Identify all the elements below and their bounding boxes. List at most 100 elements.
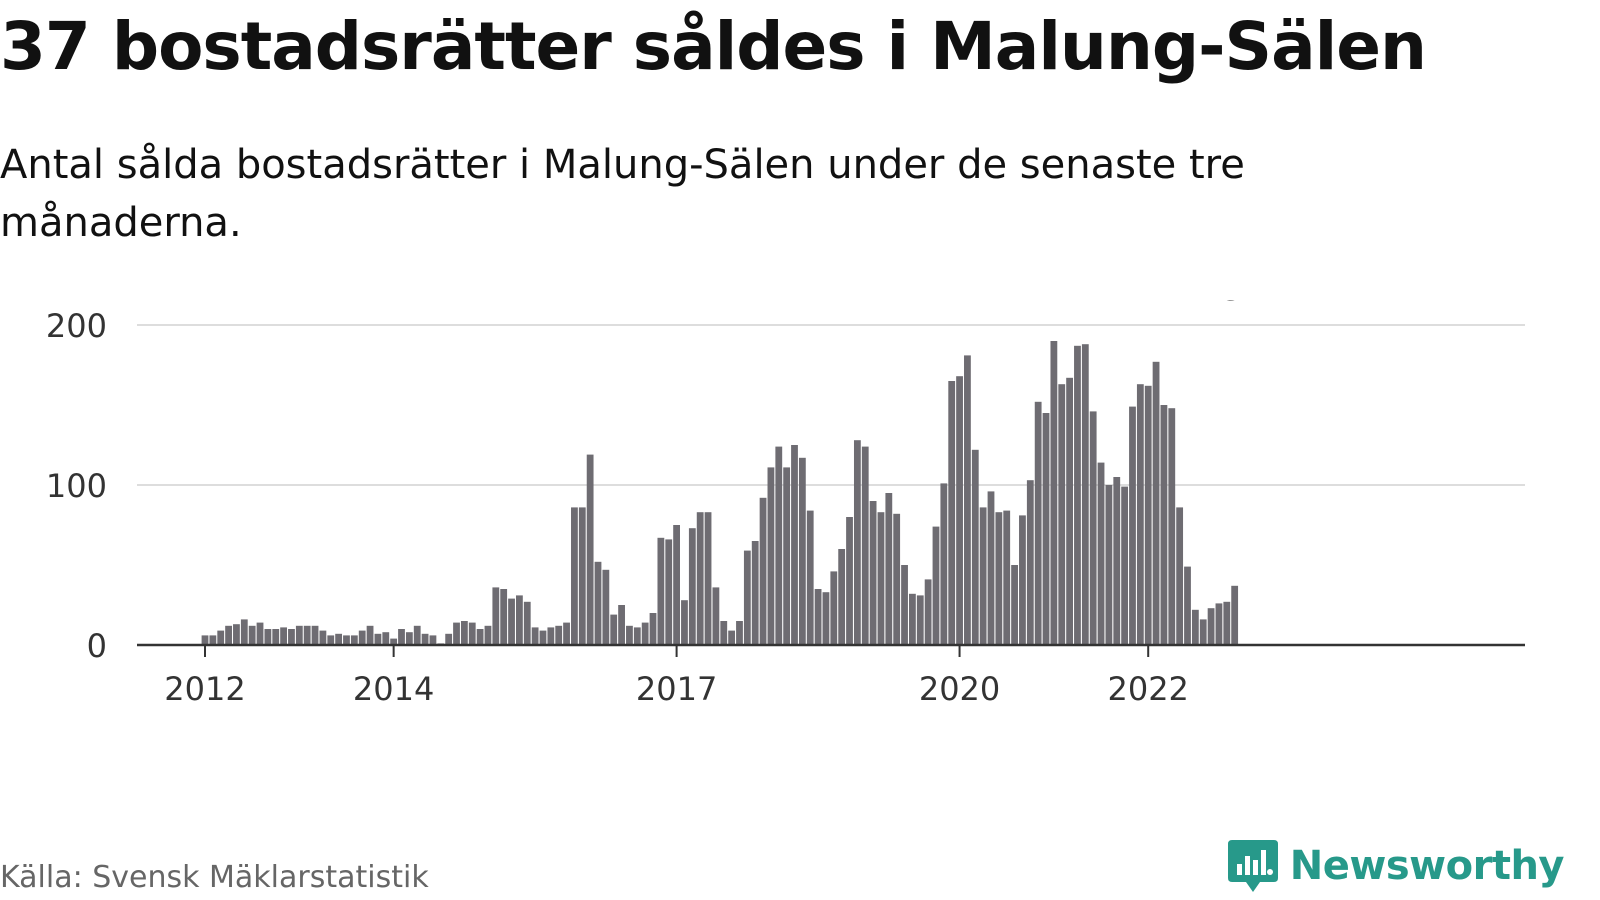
bar [767,467,775,645]
bars [201,341,1239,645]
bar [987,491,995,645]
bar [1144,385,1152,645]
bar [1074,345,1081,645]
bar [1191,609,1199,645]
source-note: Källa: Svensk Mäklarstatistik [0,860,429,895]
bar [846,517,853,645]
grid-lines [137,324,1525,486]
bar [350,635,358,645]
bar [531,627,539,645]
bar [303,625,311,645]
bar [1207,608,1215,645]
bar [1113,477,1121,645]
bar [240,619,248,645]
bar [838,549,846,645]
chart-subtitle: Antal sålda bostadsrätter i Malung-Sälen… [0,142,1245,246]
bar [429,635,437,645]
bar [1223,601,1231,645]
bar [311,625,319,645]
bar [1199,619,1207,645]
bar [1121,486,1129,645]
bar [586,454,594,645]
bar [641,622,649,645]
bar [398,629,405,645]
bar [822,592,830,645]
data-label: 37 [1222,300,1263,308]
bar [256,622,264,645]
bar [1152,361,1160,645]
bar [358,630,366,645]
y-tick-label: 0 [87,627,107,665]
bar [791,445,798,645]
bar [217,630,225,645]
bar [460,621,468,645]
bar [751,541,759,645]
bar [1105,485,1113,645]
bar [861,446,869,645]
bar [264,629,272,645]
bar [1160,405,1168,645]
bar [1097,462,1105,645]
x-tick-label: 2012 [164,670,245,708]
bar [468,622,476,645]
bar [610,614,618,645]
bar [806,510,814,645]
bar [508,598,515,645]
bar [539,630,547,645]
bar [783,467,791,645]
bar [1058,384,1066,645]
bar [948,381,956,645]
bar [649,613,657,645]
bar [775,446,783,645]
x-tick-label: 2014 [353,670,434,708]
bar [602,569,610,645]
bar [272,629,280,645]
bar [830,571,838,645]
bar [901,565,908,645]
bar [421,633,429,645]
y-tick-label: 100 [46,467,107,505]
bar [956,376,963,645]
bar [594,561,602,645]
bar [1089,411,1097,645]
bar [673,525,680,645]
bar [736,621,743,645]
bar [916,595,924,645]
bar [445,633,453,645]
bar [681,600,688,645]
bar [233,624,240,645]
bar [390,638,398,645]
bar [578,507,586,645]
bar [225,625,232,645]
bar [453,622,460,645]
bar [1231,585,1239,645]
bar [759,497,767,645]
bar [696,512,704,645]
bar [335,633,343,645]
bar [374,633,382,645]
bar [366,625,374,645]
bar [924,579,932,645]
bar [1081,344,1089,645]
bar [319,630,327,645]
chart-title: 37 bostadsrätter såldes i Malung-Sälen [0,8,1427,85]
bar [280,627,287,645]
bar [743,550,751,645]
bar [657,537,665,645]
bar-chart: 0 100 200 2012 2014 2017 2020 2022 37 [46,300,1525,708]
bar [1184,566,1191,645]
bar [728,630,736,645]
bar [413,625,421,645]
bar [1176,507,1184,645]
brand-name: Newsworthy [1289,843,1565,889]
bar [877,512,885,645]
bar [476,629,484,645]
bar [1042,413,1050,645]
bar [327,635,335,645]
bar [618,605,625,645]
bar [1011,565,1018,645]
bar [1066,377,1073,645]
axes: 0 100 200 2012 2014 2017 2020 2022 37 [46,300,1525,708]
bar [1050,341,1058,645]
bar [704,512,712,645]
